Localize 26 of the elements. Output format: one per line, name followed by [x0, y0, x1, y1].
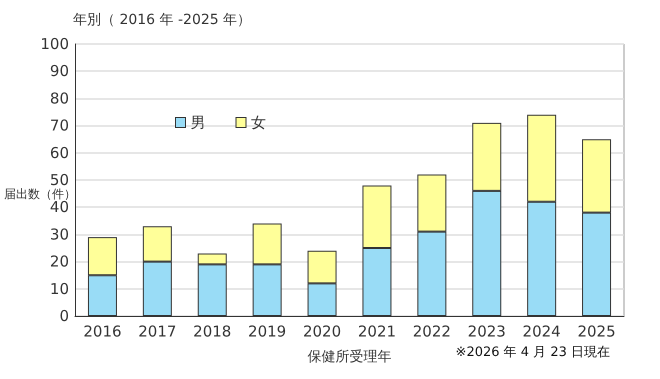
y-tick-label: 70	[50, 116, 69, 135]
x-axis-title: 保健所受理年	[308, 349, 392, 365]
text: ※2026 年 4 月 23 日現在	[456, 345, 610, 360]
x-tick-label: 2018	[193, 322, 232, 340]
legend-label: 男	[190, 114, 206, 132]
x-tick-label: 2022	[412, 322, 451, 340]
y-tick-label: 90	[50, 62, 69, 80]
y-tick-label: 60	[50, 144, 69, 162]
chart-title: 年別（ 2016 年 -2025 年）	[73, 12, 252, 28]
legend-label: 女	[251, 114, 266, 132]
x-tick-label: 2020	[302, 322, 342, 340]
y-tick-label: 0	[59, 307, 69, 325]
y-tick-label: 20	[50, 252, 69, 271]
y-tick-label: 100	[40, 35, 69, 53]
x-tick-label: 2017	[138, 322, 176, 340]
x-tick-label: 2025	[577, 322, 616, 340]
y-tick-label: 80	[50, 89, 69, 108]
y-tick-label: 30	[50, 225, 69, 244]
x-tick-label: 2019	[248, 322, 286, 340]
x-tick-label: 2021	[358, 322, 396, 340]
y-tick-label: 50	[50, 171, 69, 189]
x-tick-label: 2024	[522, 322, 561, 340]
x-tick-label: 2016	[83, 322, 122, 340]
y-tick-label: 10	[50, 280, 69, 298]
x-tick-label: 2023	[468, 322, 506, 340]
y-axis-title: 届出数（件）	[4, 187, 76, 201]
